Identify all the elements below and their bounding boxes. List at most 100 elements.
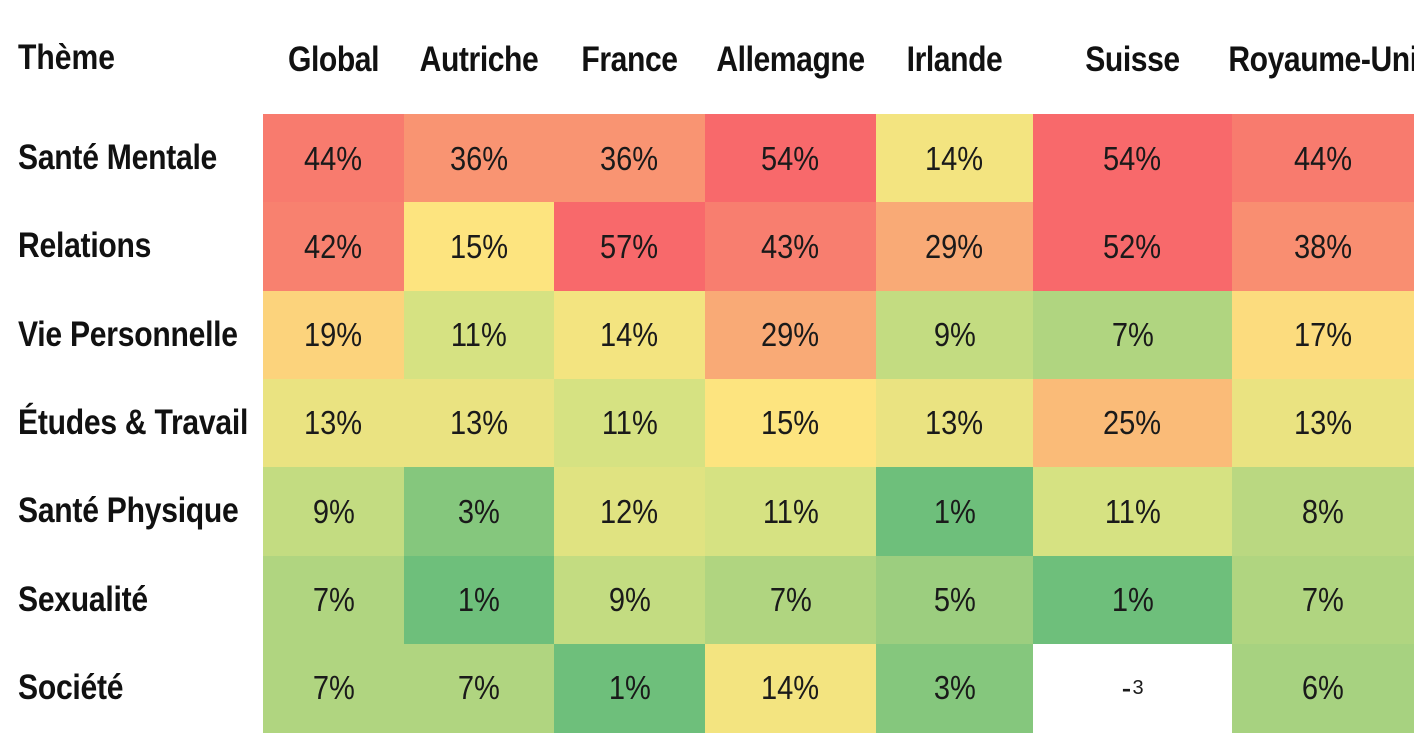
heatmap-cell-r1-c3: 43% <box>705 202 876 292</box>
row-label-2: Vie Personnelle <box>18 314 238 354</box>
heatmap-cell-r3-c3: 15% <box>705 378 876 468</box>
cell-value-r1-c5: 52% <box>1103 227 1162 265</box>
cell-value-r6-c5: - <box>1122 669 1132 707</box>
cell-value-r6-c4: 3% <box>933 669 976 707</box>
cell-value-r1-c2: 57% <box>600 227 659 265</box>
heatmap-cell-r0-c0: 44% <box>263 114 404 203</box>
row-label-0: Santé Mentale <box>18 138 218 177</box>
cell-value-r4-c2: 12% <box>600 492 659 530</box>
cell-value-r0-c6: 44% <box>1293 139 1353 177</box>
cell-value-r1-c6: 38% <box>1293 227 1353 265</box>
corner-header-theme: Thème <box>18 38 116 77</box>
heatmap-cell-r4-c0: 9% <box>263 467 404 557</box>
cell-value-r5-c1: 1% <box>458 581 500 618</box>
heatmap-cell-r0-c3: 54% <box>705 114 876 203</box>
cell-value-r5-c5: 1% <box>1111 581 1154 618</box>
row-label-4: Santé Physique <box>18 491 239 531</box>
cell-value-r0-c1: 36% <box>449 139 509 177</box>
cell-value-r2-c0: 19% <box>304 316 363 354</box>
row-label-5: Sexualité <box>18 579 148 619</box>
cell-value-r0-c3: 54% <box>761 139 820 177</box>
row-label-6: Société <box>18 667 124 707</box>
heatmap-cell-r3-c5: 25% <box>1033 378 1232 468</box>
heatmap-cell-r2-c2: 14% <box>554 290 705 380</box>
heatmap-cell-r1-c4: 29% <box>876 202 1033 292</box>
heatmap-cell-r4-c2: 12% <box>554 467 705 557</box>
column-header-1: Autriche <box>419 40 539 79</box>
heatmap-cell-r0-c2: 36% <box>554 114 705 203</box>
heatmap-cell-r3-c0: 13% <box>263 378 404 468</box>
cell-value-r0-c2: 36% <box>600 139 659 177</box>
cell-value-r0-c5: 54% <box>1103 139 1162 177</box>
heatmap-cell-r6-c3: 14% <box>705 643 876 733</box>
cell-value-r5-c3: 7% <box>769 581 812 618</box>
cell-value-r4-c6: 8% <box>1302 492 1344 530</box>
column-header-6: Royaume- Uni <box>1228 40 1414 79</box>
heatmap-cell-r2-c3: 29% <box>705 290 876 380</box>
cell-value-r4-c3: 11% <box>762 492 819 530</box>
heatmap-cell-r0-c1: 36% <box>404 114 554 203</box>
cell-value-r3-c3: 15% <box>761 404 820 442</box>
heatmap-cell-r5-c3: 7% <box>705 555 876 645</box>
row-label-3: Études & Travail <box>18 402 249 442</box>
heatmap-cell-r2-c4: 9% <box>876 290 1033 380</box>
cell-value-r0-c0: 44% <box>304 139 363 177</box>
row-label-1: Relations <box>18 226 152 266</box>
heatmap-cell-r3-c4: 13% <box>876 378 1033 468</box>
heatmap-cell-r1-c0: 42% <box>263 202 404 292</box>
cell-value-r3-c2: 11% <box>601 404 658 442</box>
heatmap-cell-r1-c1: 15% <box>404 202 554 292</box>
cell-value-r3-c0: 13% <box>304 404 363 442</box>
heatmap-cell-r6-c5: -3 <box>1033 643 1232 733</box>
cell-value-r4-c5: 11% <box>1104 492 1161 530</box>
column-header-2: France <box>581 40 678 79</box>
cell-value-r4-c4: 1% <box>933 492 976 530</box>
heatmap-cell-r5-c5: 1% <box>1033 555 1232 645</box>
heatmap-cell-r4-c6: 8% <box>1232 467 1414 557</box>
heatmap-cell-r5-c4: 5% <box>876 555 1033 645</box>
column-header-0: Global <box>287 40 380 79</box>
heatmap-cell-r2-c0: 19% <box>263 290 404 380</box>
cell-value-r6-c3: 14% <box>761 669 820 707</box>
heatmap-cell-r0-c5: 54% <box>1033 114 1232 203</box>
cell-value-r2-c5: 7% <box>1111 316 1154 354</box>
cell-value-r6-c2: 1% <box>608 669 651 707</box>
cell-value-r3-c1: 13% <box>449 404 509 442</box>
column-header-3: Allemagne <box>716 40 865 79</box>
heatmap-cell-r1-c6: 38% <box>1232 202 1414 292</box>
heatmap-cell-r5-c1: 1% <box>404 555 554 645</box>
heatmap-cell-r2-c6: 17% <box>1232 290 1414 380</box>
heatmap-cell-r0-c4: 14% <box>876 114 1033 203</box>
cell-value-r2-c2: 14% <box>600 316 659 354</box>
heatmap-cell-r5-c0: 7% <box>263 555 404 645</box>
cell-value-r1-c4: 29% <box>925 227 984 265</box>
cell-value-r3-c4: 13% <box>925 404 984 442</box>
cell-value-r1-c1: 15% <box>449 227 509 265</box>
heatmap-cell-r6-c4: 3% <box>876 643 1033 733</box>
heatmap-cell-r1-c2: 57% <box>554 202 705 292</box>
column-header-4: Irlande <box>906 40 1003 79</box>
cell-value-r0-c4: 14% <box>925 139 984 177</box>
cell-value-r5-c2: 9% <box>608 581 651 618</box>
cell-value-r4-c1: 3% <box>458 492 500 530</box>
cell-value-r5-c0: 7% <box>312 581 355 618</box>
heatmap-cell-r5-c2: 9% <box>554 555 705 645</box>
cell-value-r3-c6: 13% <box>1293 404 1353 442</box>
heatmap-cell-r4-c4: 1% <box>876 467 1033 557</box>
cell-value-r2-c4: 9% <box>933 316 976 354</box>
heatmap-cell-r2-c5: 7% <box>1033 290 1232 380</box>
cell-value-r1-c3: 43% <box>761 227 820 265</box>
cell-value-r2-c6: 17% <box>1293 316 1353 354</box>
cell-value-r2-c1: 11% <box>451 316 507 354</box>
cell-value-r6-c1: 7% <box>458 669 500 707</box>
heatmap-cell-r4-c5: 11% <box>1033 467 1232 557</box>
heatmap-cell-r4-c3: 11% <box>705 467 876 557</box>
heatmap-cell-r4-c1: 3% <box>404 467 554 557</box>
column-header-5: Suisse <box>1085 40 1180 79</box>
heatmap-cell-r6-c6: 6% <box>1232 643 1414 733</box>
heatmap-cell-r6-c0: 7% <box>263 643 404 733</box>
footnote-marker: 3 <box>1132 676 1144 699</box>
cell-value-r6-c6: 6% <box>1302 669 1344 707</box>
heatmap-cell-r5-c6: 7% <box>1232 555 1414 645</box>
